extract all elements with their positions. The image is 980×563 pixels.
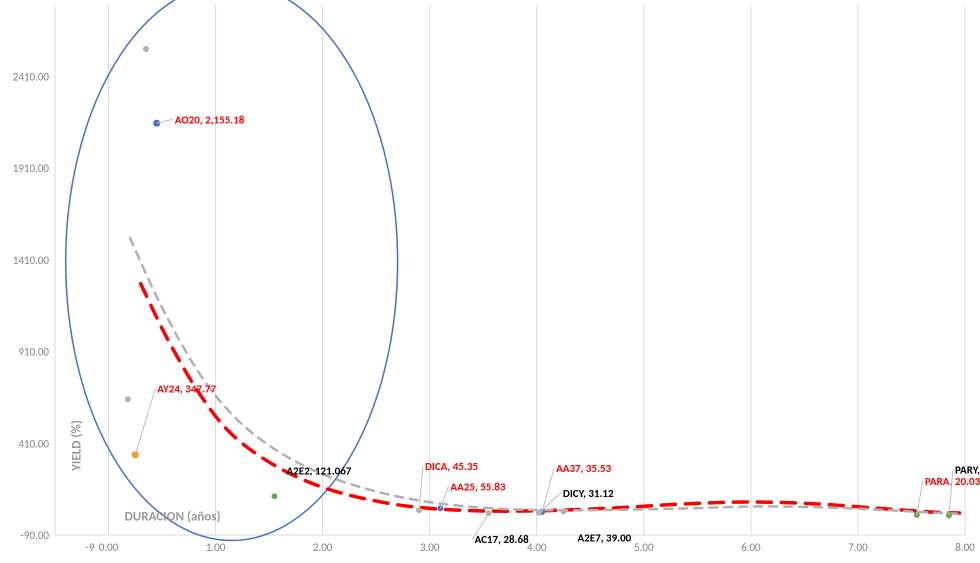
- x-axis-title: DURACION (años): [125, 509, 221, 524]
- label-leader: [542, 468, 554, 512]
- data-label: A2E2, 121.067: [286, 464, 351, 477]
- data-point: [271, 493, 277, 499]
- data-label: AA25, 55.83: [450, 480, 505, 493]
- y-tick-label: 2410.00: [13, 71, 50, 84]
- x-tick-label: 6.00: [741, 541, 761, 554]
- x-tick-label: 4.00: [527, 541, 547, 554]
- data-label: PARY, 17.06: [955, 463, 980, 476]
- data-point: [125, 396, 131, 402]
- y-tick-label: 910.00: [18, 346, 49, 359]
- y-tick-label: 410.00: [18, 437, 49, 450]
- label-leader: [135, 389, 155, 455]
- y-axis-title: YIELD (%): [70, 420, 85, 472]
- label-leader: [917, 481, 923, 515]
- trend-previous: [130, 238, 960, 514]
- x-tick-prefix: -9: [86, 541, 95, 554]
- yield-duration-chart: AO20, 2,155.18 AY24, 347.77 A2E2, 121.067 D…: [0, 0, 980, 563]
- y-tick-label: 1410.00: [13, 254, 50, 267]
- x-tick-label: 8.00: [955, 541, 975, 554]
- data-label: AO20, 2,155.18: [175, 113, 245, 126]
- data-point: [143, 46, 149, 52]
- data-label: AY24, 347.77: [157, 383, 216, 396]
- x-tick-label: 1.00: [206, 541, 226, 554]
- x-tick-label: 2.00: [313, 541, 333, 554]
- x-tick-label: 0.00: [99, 541, 119, 554]
- x-tick-label: 3.00: [420, 541, 440, 554]
- data-label: DICY, 31.12: [563, 487, 614, 500]
- data-label: A2E7, 39.00: [578, 531, 632, 544]
- data-point: [561, 508, 567, 514]
- y-tick-label: 1910.00: [13, 162, 50, 175]
- y-tick-label: -90.00: [21, 529, 50, 542]
- highlight-ellipse: [66, 0, 398, 541]
- label-leader: [419, 466, 423, 510]
- trend-current: [141, 284, 960, 513]
- x-tick-label: 5.00: [634, 541, 654, 554]
- data-label: AC17, 28.68: [475, 533, 529, 546]
- x-tick-label: 7.00: [848, 541, 868, 554]
- data-label: AA37, 35.53: [556, 462, 611, 475]
- data-label: DICA, 45.35: [425, 460, 478, 473]
